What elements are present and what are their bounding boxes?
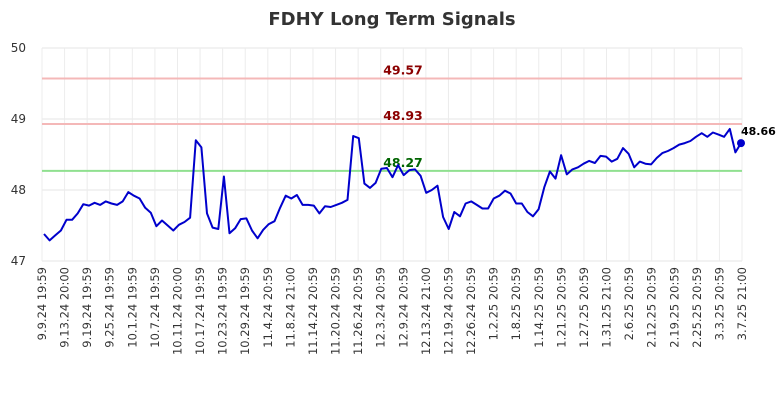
x-tick-label: 1.14.25 20:59: [532, 267, 546, 348]
x-tick-label: 2.19.25 20:59: [667, 267, 681, 348]
y-tick-label: 47: [11, 254, 26, 268]
y-tick-label: 48: [11, 183, 26, 197]
signal-line-label: 49.57: [383, 63, 423, 78]
chart-title: FDHY Long Term Signals: [268, 9, 515, 30]
x-axis-ticks: 9.9.24 19:59 9.13.24 20:00 9.19.24 19:59 9.…: [35, 267, 749, 355]
x-tick-label: 12.19.24 20:59: [441, 267, 455, 355]
price-series: 48.66: [43, 125, 776, 242]
y-tick-label: 49: [11, 112, 26, 126]
x-tick-label: 1.27.25 20:59: [577, 267, 591, 348]
x-tick-label: 11.26.24 20:59: [351, 267, 365, 355]
x-tick-label: 10.1.24 19:59: [125, 267, 139, 348]
signal-lines: 49.57 48.93 48.27: [42, 63, 742, 172]
x-tick-label: 3.3.25 20:59: [712, 267, 726, 340]
last-point-marker: [737, 139, 745, 148]
x-tick-label: 11.4.24 20:59: [261, 267, 275, 348]
grid: [41, 47, 743, 262]
x-tick-label: 12.9.24 20:59: [396, 267, 410, 348]
price-line: [43, 127, 742, 242]
x-tick-label: 12.3.24 20:59: [374, 267, 388, 348]
x-tick-label: 2.6.25 20:59: [622, 267, 636, 340]
x-tick-label: 10.17.24 19:59: [193, 267, 207, 355]
x-tick-label: 12.13.24 21:00: [419, 267, 433, 355]
x-tick-label: 9.19.24 19:59: [80, 267, 94, 348]
x-tick-label: 12.26.24 20:59: [464, 267, 478, 355]
x-tick-label: 9.25.24 19:59: [103, 267, 117, 348]
x-tick-label: 9.9.24 19:59: [35, 267, 49, 340]
x-tick-label: 1.21.25 20:59: [554, 267, 568, 348]
x-tick-label: 1.31.25 21:00: [600, 267, 614, 348]
x-tick-label: 2.25.25 20:59: [690, 267, 704, 348]
x-tick-label: 11.20.24 20:59: [329, 267, 343, 355]
x-tick-label: 11.8.24 21:00: [283, 267, 297, 348]
y-tick-label: 50: [11, 41, 26, 55]
signal-line-label: 48.93: [383, 108, 423, 123]
x-tick-label: 2.12.25 20:59: [645, 267, 659, 348]
y-axis-ticks: 47 48 49 50: [11, 41, 26, 268]
last-value-label: 48.66: [741, 125, 776, 138]
x-tick-label: 1.8.25 20:59: [509, 267, 523, 340]
x-tick-label: 10.11.24 20:00: [170, 267, 184, 355]
x-tick-label: 3.7.25 21:00: [735, 267, 749, 340]
x-tick-label: 10.29.24 19:59: [238, 267, 252, 355]
x-tick-label: 1.2.25 20:59: [487, 267, 501, 340]
signal-line-label: 48.27: [383, 155, 423, 170]
x-tick-label: 10.23.24 19:59: [216, 267, 230, 355]
x-tick-label: 11.14.24 20:59: [306, 267, 320, 355]
x-tick-label: 9.13.24 20:00: [58, 267, 72, 348]
x-tick-label: 10.7.24 19:59: [148, 267, 162, 348]
